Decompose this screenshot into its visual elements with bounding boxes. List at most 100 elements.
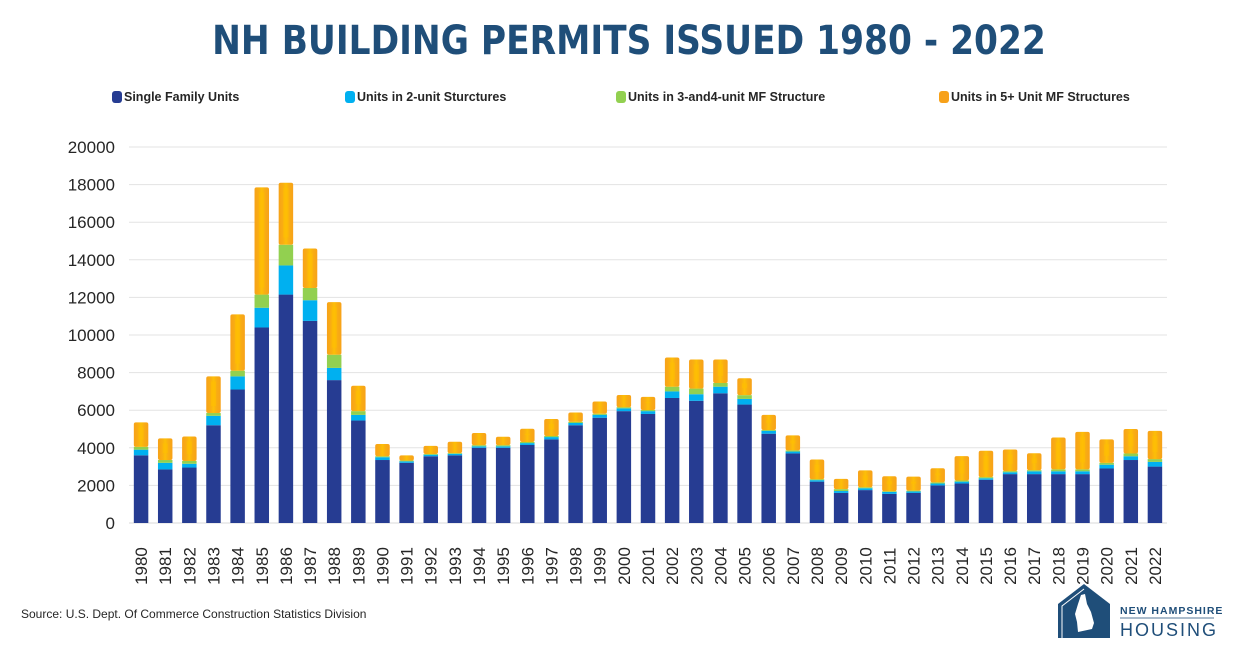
bar-highlight [524,433,530,435]
legend-item-5-plus-unit: Units in 5+ Unit MF Structures [939,90,1130,104]
bar-segment [713,382,728,387]
bar-segment [206,415,221,426]
bar-stack [833,478,849,523]
bar-highlight [862,475,868,481]
chart-title: NH BUILDING PERMITS ISSUED 1980 - 2022 [212,18,1046,64]
bar-stack [206,376,221,523]
bar-segment [858,487,873,489]
bar-stack [182,436,197,523]
bar-segment [882,493,897,523]
bar-segment [544,439,559,523]
bar-segment [858,490,873,523]
bar-highlight [210,381,217,407]
x-tick-label: 1986 [277,547,296,585]
x-tick-label: 2007 [784,547,803,585]
bar-highlight [138,427,144,440]
bar-segment [616,408,632,412]
bar-segment [471,446,487,448]
bar-stack [254,187,270,523]
bar-segment [157,462,173,470]
x-tick-label: 2001 [639,547,658,585]
x-tick-label: 1995 [494,547,513,585]
bar-segment [761,433,776,523]
bar-segment [254,294,270,308]
bar-stack [592,401,607,523]
x-tick-label: 2006 [760,547,779,585]
bar-segment [351,420,366,523]
bar-stack [858,470,873,523]
x-tick-label: 1991 [398,547,417,585]
x-tick-label: 1999 [591,547,610,585]
bar-segment [351,414,366,421]
bar-segment [544,437,559,440]
x-tick-label: 2021 [1122,547,1141,585]
bar-stack [471,432,487,523]
bar-highlight [983,455,989,471]
house-with-nh-state-icon [1058,584,1110,638]
bar-segment [1002,472,1018,475]
bar-segment [664,386,680,392]
bar-stack [1147,430,1163,523]
bar-segment [471,447,487,523]
bar-stack [906,476,921,523]
bar-segment [230,376,245,390]
bar-stack [520,428,535,523]
y-tick-label: 18000 [68,176,115,195]
bar-segment [447,441,463,454]
bar-segment [1026,474,1042,523]
bar-segment [326,367,342,381]
bar-segment [326,354,342,368]
bar-segment [182,463,197,468]
x-axis: 1980 1981 1982 1983 1984 1985 1986 1987 1988 1989… [132,547,1165,585]
bar-segment [1075,474,1090,523]
bar-segment [906,491,921,493]
bar-segment [423,445,438,455]
bar-segment [1051,471,1066,475]
bar-segment [206,425,221,523]
x-tick-label: 1980 [132,547,151,585]
bar-segment [906,490,921,492]
y-tick-label: 0 [106,514,115,533]
bar-segment [447,453,463,456]
logo-line1: NEW HAMPSHIRE [1120,605,1223,617]
bar-segment [182,460,197,464]
bar-highlight [1055,442,1061,463]
bar-highlight [645,401,651,404]
x-tick-label: 2012 [905,547,924,585]
bar-highlight [186,441,192,454]
bar-stack [133,422,149,523]
bar-stack [157,438,173,523]
bar-segment [1051,474,1066,523]
bar-segment [1099,462,1114,465]
bar-highlight [814,464,820,473]
legend-label: Units in 3-and4-unit MF Structure [628,90,826,104]
bar-segment [592,401,607,414]
bar-stack [1026,453,1042,523]
bar-segment [495,447,511,523]
bar-segment [737,395,752,399]
bar-segment [399,455,414,461]
bar-segment [447,453,463,454]
bar-highlight [766,419,772,423]
bar-segment [858,488,873,491]
x-tick-label: 1990 [373,547,392,585]
legend-swatch [345,91,355,103]
bar-segment [423,454,438,457]
stacked-bar-chart: 0 2000 4000 6000 8000 10000 12000 14000 16000 180… [68,138,1167,585]
bar-stack [447,441,463,523]
bar-segment [1051,469,1066,472]
y-axis: 0 2000 4000 6000 8000 10000 12000 14000 16000 180… [68,138,115,533]
bar-segment [133,449,149,456]
bar-segment [640,396,656,411]
bar-segment [399,461,414,463]
bar-segment [1002,471,1018,473]
x-tick-label: 1992 [422,547,441,585]
legend-label: Units in 2-unit Sturctures [357,90,507,104]
bar-highlight [1152,435,1158,453]
bar-stack [1099,439,1114,523]
bar-segment [520,443,535,445]
bar-highlight [959,461,965,474]
bar-highlight [355,390,361,405]
bar-highlight [259,192,265,288]
bar-segment [206,413,221,416]
